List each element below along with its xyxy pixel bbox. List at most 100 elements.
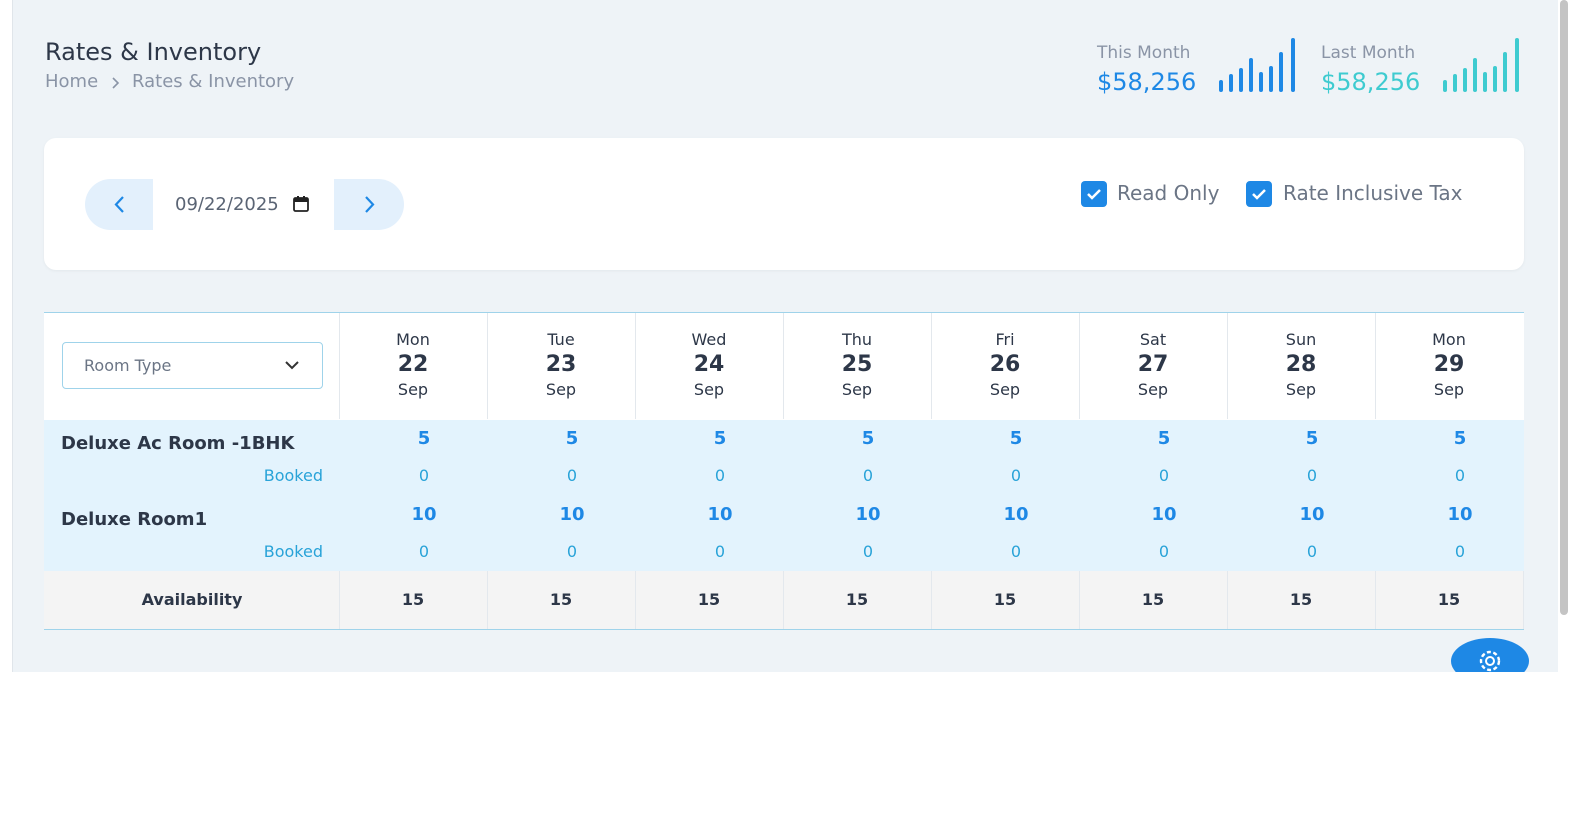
availability-count: 15 (549, 590, 573, 609)
booked-count: 0 (1010, 466, 1022, 485)
room-name: Deluxe Ac Room -1BHK (61, 433, 295, 454)
weekday: Thu (841, 330, 873, 349)
available-count[interactable]: 5 (565, 428, 579, 449)
booked-count: 0 (1010, 542, 1022, 561)
available-count[interactable]: 5 (1157, 428, 1171, 449)
available-count[interactable]: 5 (1453, 428, 1467, 449)
spark-last-month (1443, 38, 1519, 92)
available-count[interactable]: 10 (411, 504, 437, 525)
weekday: Mon (396, 330, 430, 349)
checkbox[interactable] (1081, 181, 1107, 211)
column-divider (487, 571, 488, 629)
column-divider (1227, 313, 1228, 419)
checkbox-label: Read Only (1117, 181, 1220, 205)
column-divider (339, 313, 340, 419)
room-name: Deluxe Room1 (61, 509, 208, 530)
column-divider (1375, 571, 1376, 629)
breadcrumb-sep (110, 75, 122, 94)
weekday: Sun (1285, 330, 1317, 349)
prev-button[interactable] (85, 179, 153, 230)
availability-count: 15 (697, 590, 721, 609)
month: Sep (397, 380, 429, 399)
page-title: Rates & Inventory (45, 38, 262, 66)
booked-count: 0 (1306, 466, 1318, 485)
available-count[interactable]: 5 (713, 428, 727, 449)
day-number: 28 (1285, 352, 1317, 377)
available-count[interactable]: 10 (1299, 504, 1325, 525)
availability-row (44, 571, 1524, 630)
month: Sep (545, 380, 577, 399)
column-divider (1227, 571, 1228, 629)
month: Sep (1137, 380, 1169, 399)
booked-count: 0 (862, 542, 874, 561)
month: Sep (841, 380, 873, 399)
date-input[interactable]: 09/22/2025 (153, 179, 334, 230)
available-count[interactable]: 10 (1003, 504, 1029, 525)
column-divider (635, 571, 636, 629)
availability-count: 15 (401, 590, 425, 609)
available-count[interactable]: 5 (1009, 428, 1023, 449)
available-count[interactable]: 10 (559, 504, 585, 525)
stat-value: $58,256 (1321, 68, 1421, 96)
spark-this-month (1219, 38, 1295, 92)
column-divider (635, 313, 636, 419)
available-count[interactable]: 5 (417, 428, 431, 449)
availability-label: Availability (141, 590, 243, 609)
column-divider (1079, 313, 1080, 419)
booked-count: 0 (418, 542, 430, 561)
available-count[interactable]: 5 (861, 428, 875, 449)
next-button[interactable] (334, 179, 404, 230)
column-divider (1079, 571, 1080, 629)
available-count[interactable]: 10 (1447, 504, 1473, 525)
availability-count: 15 (1289, 590, 1313, 609)
booked-count: 0 (714, 542, 726, 561)
available-count[interactable]: 5 (1305, 428, 1319, 449)
day-number: 23 (545, 352, 577, 377)
availability-count: 15 (845, 590, 869, 609)
column-divider (783, 313, 784, 419)
scrollbar[interactable] (1560, 0, 1568, 615)
weekday: Wed (691, 330, 727, 349)
available-count[interactable]: 10 (855, 504, 881, 525)
booked-count: 0 (1158, 542, 1170, 561)
booked-count: 0 (1454, 466, 1466, 485)
day-number: 24 (693, 352, 725, 377)
booked-label: Booked (263, 542, 323, 561)
booked-count: 0 (714, 466, 726, 485)
booked-count: 0 (418, 466, 430, 485)
availability-count: 15 (1437, 590, 1461, 609)
month: Sep (989, 380, 1021, 399)
settings-button[interactable] (1451, 638, 1529, 672)
room-type-select[interactable]: Room Type (62, 342, 323, 389)
column-divider (487, 313, 488, 419)
column-divider (783, 571, 784, 629)
calendar-icon (292, 195, 310, 217)
column-divider (1375, 313, 1376, 419)
availability-count: 15 (1141, 590, 1165, 609)
breadcrumb-item: Rates & Inventory (132, 71, 295, 92)
day-number: 25 (841, 352, 873, 377)
weekday: Tue (547, 330, 575, 349)
weekday: Mon (1432, 330, 1466, 349)
checkbox[interactable] (1246, 181, 1272, 211)
checkbox-label: Rate Inclusive Tax (1283, 181, 1463, 205)
booked-count: 0 (1454, 542, 1466, 561)
column-divider (339, 571, 340, 629)
available-count[interactable]: 10 (707, 504, 733, 525)
day-number: 27 (1137, 352, 1169, 377)
stat-value: $58,256 (1097, 68, 1197, 96)
table-body (44, 420, 1524, 571)
availability-count: 15 (993, 590, 1017, 609)
booked-count: 0 (566, 542, 578, 561)
weekday: Sat (1139, 330, 1167, 349)
booked-count: 0 (1158, 466, 1170, 485)
column-divider (931, 313, 932, 419)
stat-label: This Month (1097, 43, 1191, 63)
available-count[interactable]: 10 (1151, 504, 1177, 525)
day-number: 29 (1433, 352, 1465, 377)
booked-count: 0 (862, 466, 874, 485)
booked-count: 0 (566, 466, 578, 485)
breadcrumb-item[interactable]: Home (45, 71, 99, 92)
day-number: 22 (397, 352, 429, 377)
